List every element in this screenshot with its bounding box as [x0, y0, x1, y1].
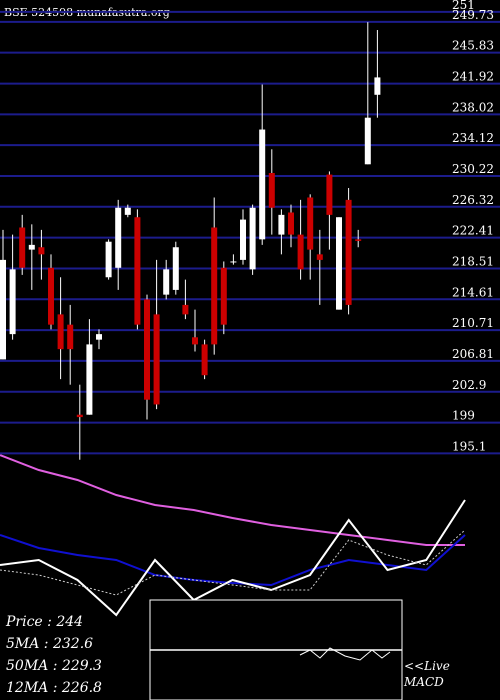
candle-body — [163, 269, 170, 295]
candle-body — [9, 269, 16, 335]
macd-line — [299, 647, 391, 661]
candle-body — [201, 344, 208, 376]
candle-body — [220, 267, 227, 325]
candle-body — [249, 207, 256, 270]
y-tick-label: 226.32 — [452, 193, 494, 207]
candle-body — [364, 117, 371, 165]
y-tick-label: 199 — [452, 409, 475, 423]
candle-body — [374, 77, 381, 95]
candle-body — [28, 244, 35, 250]
candle-body — [268, 172, 275, 208]
candle-body — [153, 314, 160, 405]
candle-body — [144, 299, 150, 400]
macd-label: <<Live — [404, 659, 450, 673]
candle-body — [211, 227, 218, 345]
candle-body — [67, 324, 74, 350]
macd-box — [149, 599, 403, 700]
candle-body — [288, 212, 294, 235]
y-tick-label: 218.51 — [452, 254, 494, 268]
candle-body — [355, 239, 362, 241]
candle-body — [336, 217, 342, 310]
y-tick-label: 230.22 — [452, 162, 494, 176]
legend-entry: Price : 244 — [5, 614, 83, 630]
candle-body — [172, 247, 179, 290]
candle-body — [230, 261, 237, 263]
candle-body — [307, 197, 314, 250]
indicator-line — [0, 529, 466, 596]
candle-body — [182, 304, 189, 315]
candle-body — [57, 314, 64, 350]
candle-body — [0, 259, 6, 360]
candle-body — [192, 337, 198, 345]
y-tick-label: 245.83 — [452, 39, 494, 53]
y-tick-label: 234.12 — [452, 131, 494, 145]
indicator-line — [0, 454, 465, 546]
indicator-line — [0, 534, 466, 587]
candle-body — [326, 174, 333, 215]
candle-body — [105, 241, 112, 278]
candle-body — [76, 414, 83, 418]
candle-body — [134, 217, 141, 325]
candle-body — [124, 207, 131, 215]
y-tick-label: 206.81 — [452, 347, 494, 361]
macd-label: MACD — [403, 675, 444, 689]
candle-body — [316, 254, 323, 260]
candle-body — [38, 247, 45, 255]
candle-body — [19, 227, 26, 268]
candle-body — [297, 234, 304, 270]
candle-body — [96, 334, 102, 340]
legend-entry: 50MA : 229.3 — [6, 658, 102, 674]
candle-body — [259, 129, 266, 240]
candle-body — [345, 199, 352, 305]
indicator-line — [0, 499, 466, 617]
y-tick-label: 241.92 — [452, 70, 494, 84]
y-tick-label: 222.41 — [452, 224, 494, 238]
candle-body — [48, 267, 54, 325]
legend-entry: 12MA : 226.8 — [6, 680, 102, 696]
candle-body — [86, 344, 93, 415]
y-tick-label: 195.1 — [452, 439, 486, 453]
y-tick-label: 210.71 — [452, 316, 494, 330]
y-tick-label: 249.73 — [452, 8, 494, 22]
y-tick-label: 251 — [452, 0, 475, 12]
candle-body — [278, 214, 285, 235]
y-tick-label: 214.61 — [452, 285, 494, 299]
candle-body — [115, 207, 122, 268]
y-tick-label: 202.9 — [452, 378, 486, 392]
y-tick-label: 238.02 — [452, 100, 494, 114]
candle-body — [240, 219, 246, 260]
legend-entry: 5MA : 232.6 — [6, 636, 93, 652]
